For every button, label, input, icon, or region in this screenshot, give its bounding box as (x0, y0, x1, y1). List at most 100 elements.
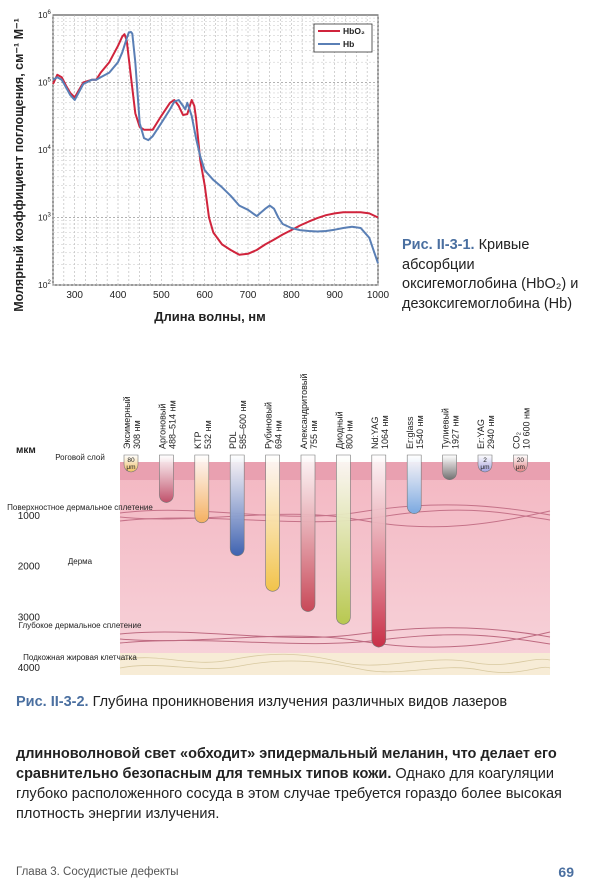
figure1-caption-text: Кривые абсорбции оксигемоглобина (HbO₂) … (402, 237, 579, 312)
laser-name-text: Эксимерный (122, 396, 132, 449)
laser-name-text: KTP (193, 431, 203, 449)
depth-tick-label: 4000 (18, 663, 41, 674)
layer-label-deep-plexus: Глубокое дермальное сплетение (19, 621, 142, 630)
laser-column: CO₂10 600 нм 20 μm (511, 408, 531, 473)
laser-name: Er:YAG2940 нм (476, 415, 496, 449)
curves (52, 31, 379, 264)
x-tick-labels: 300 400 500 600 700 800 900 1000 (66, 290, 389, 301)
laser-name: Рубиновый694 нм (264, 402, 284, 449)
laser-wavelength: 488–514 нм (167, 400, 177, 449)
y-tick-label: 102 (38, 280, 51, 290)
laser-name: PDL585–600 нм (228, 400, 248, 449)
laser-name: Nd:YAG1064 нм (370, 415, 390, 449)
laser-name: Тулиевый1927 нм (441, 408, 461, 449)
laser-wavelength: 1540 нм (415, 415, 425, 449)
badge-value: 80 (127, 457, 135, 464)
laser-name-text: CO₂ (511, 432, 521, 450)
badge-unit: μm (516, 464, 525, 471)
layer-label-fat-text: Подкожная жировая клетчатка (23, 653, 137, 662)
laser-wavelength: 308 нм (132, 420, 142, 449)
laser-beam (300, 454, 316, 612)
laser-name-text: Тулиевый (441, 408, 451, 449)
laser-wavelength: 10 600 нм (521, 408, 531, 449)
y-axis-label: Молярный коэффициент поглощения, см⁻¹ M⁻… (12, 18, 26, 312)
laser-wavelength: 1064 нм (380, 415, 390, 449)
badge-unit: μm (126, 464, 135, 471)
absorption-chart: 300 400 500 600 700 800 900 1000 10210310410510… (12, 10, 390, 324)
laser-name-text: PDL (228, 431, 238, 449)
depth-unit-label: мкм (16, 445, 36, 456)
laser-column: Аргоновый488–514 нм (157, 400, 177, 503)
x-tick-label: 800 (283, 290, 300, 301)
laser-column: Диодный800 нм (334, 411, 354, 625)
legend: HbO₂ Hb (313, 23, 373, 53)
figure2-caption-label: Рис. II-3-2. (16, 694, 89, 710)
x-tick-label: 600 (196, 290, 213, 301)
laser-name: Er:glass1540 нм (405, 415, 425, 449)
legend-label-hbo2: HbO₂ (343, 26, 365, 36)
tissue-block (119, 462, 551, 675)
laser-beam (442, 454, 457, 480)
body-paragraph: длинноволновой свет «обходит» эпидермаль… (16, 744, 576, 824)
laser-name-text: Рубиновый (264, 402, 274, 449)
laser-name-text: Er:glass (405, 416, 415, 449)
laser-beam (194, 454, 210, 524)
laser-column: Тулиевый1927 нм (441, 408, 461, 480)
laser-beam (371, 454, 387, 648)
laser-column: Эксимерный308 нм 80 μm (122, 396, 142, 473)
page-number: 69 (558, 864, 574, 880)
x-tick-label: 500 (153, 290, 170, 301)
figure1-caption: Рис. II-3-1. Кривые абсорбции оксигемогл… (402, 236, 582, 314)
y-tick-exponent: 5 (47, 78, 51, 84)
laser-name: Эксимерный308 нм (122, 396, 142, 449)
layer-labels: Роговой слой Поверхностное дермальное сп… (7, 453, 153, 662)
legend-label-hb: Hb (343, 39, 354, 49)
layer-label-stratum-corneum-text: Роговой слой (55, 453, 105, 462)
page-footer: Глава 3. Сосудистые дефекты 69 (16, 864, 574, 886)
depth-tick-label: 1000 (18, 511, 41, 522)
laser-name-text: Er:YAG (476, 419, 486, 449)
laser-beam (265, 454, 280, 592)
laser-column: PDL585–600 нм (228, 400, 248, 557)
y-tick-label: 106 (38, 10, 51, 20)
depth-tick-labels: 1000 2000 3000 4000 (18, 511, 41, 674)
laser-name-text: Диодный (334, 411, 344, 449)
laser-beam (406, 454, 422, 514)
depth-tick-label: 2000 (18, 562, 41, 573)
layer-label-stratum-corneum: Роговой слой (55, 453, 105, 462)
body-bold-text: длинноволновой свет «обходит» эпидермаль… (16, 746, 557, 782)
layer-label-dermis: Дерма (68, 557, 93, 566)
laser-wavelength: 800 нм (344, 420, 354, 449)
laser-depth-badge: 80 μm (126, 457, 135, 471)
depth-tick-label: 3000 (18, 612, 41, 623)
y-tick-exponent: 6 (47, 10, 51, 16)
laser-beam (159, 454, 174, 503)
laser-depth-badge: 20 μm (516, 457, 525, 471)
figure1-caption-label: Рис. II-3-1. (402, 237, 475, 253)
laser-wavelength: 2940 нм (486, 415, 496, 449)
laser-column: Er:glass1540 нм (405, 415, 425, 514)
laser-column: Er:YAG2940 нм 2 μm (476, 415, 496, 473)
x-tick-label: 1000 (367, 290, 390, 301)
laser-column: Александритовый755 нм (299, 374, 319, 612)
layer-label-superficial-plexus-text: Поверхностное дермальное сплетение (7, 503, 153, 512)
laser-beam (477, 454, 493, 473)
body-normal-text: Однако для коагуляции глубоко расположен… (16, 766, 562, 822)
figure2-caption: Рис. II-3-2. Глубина проникновения излуч… (16, 694, 507, 710)
laser-column: Nd:YAG1064 нм (370, 415, 390, 648)
y-tick-labels: 102 103 104 105 106 (38, 10, 51, 290)
y-tick-label: 104 (38, 145, 51, 155)
y-tick-label: 105 (38, 78, 51, 88)
laser-penetration-diagram: мкм 1000 2000 3000 4000 Роговой слой Поверх… (7, 374, 551, 675)
layer-label-fat: Подкожная жировая клетчатка (23, 653, 137, 662)
badge-unit: μm (480, 464, 489, 471)
laser-name: KTP532 нм (193, 420, 213, 449)
layer-label-superficial-plexus: Поверхностное дермальное сплетение (7, 503, 153, 512)
laser-name-text: Аргоновый (157, 404, 167, 449)
chapter-title: Глава 3. Сосудистые дефекты (16, 866, 179, 878)
laser-beam (336, 454, 351, 625)
laser-name-text: Александритовый (299, 374, 309, 449)
legend-box (313, 23, 373, 53)
laser-column: KTP532 нм (193, 420, 213, 524)
